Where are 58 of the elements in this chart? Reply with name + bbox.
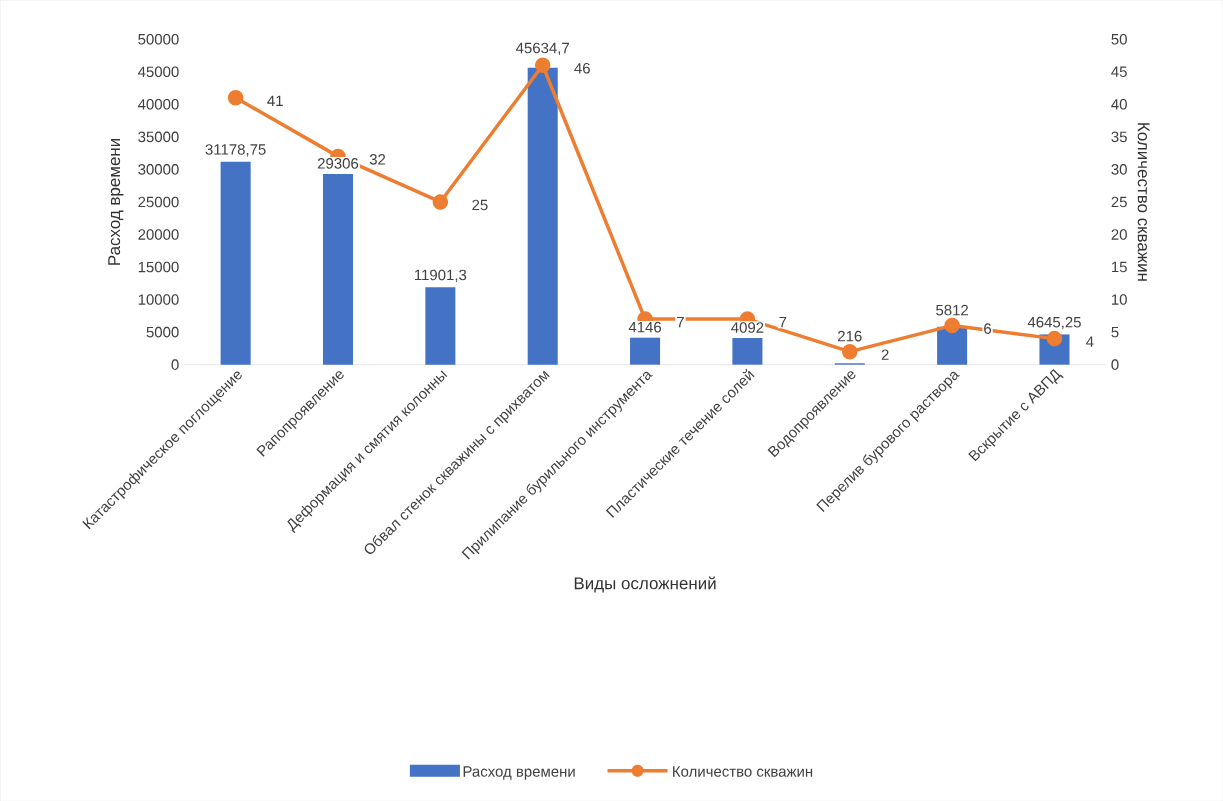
- y-tick-label: 30000: [138, 163, 179, 175]
- bar: [220, 161, 251, 365]
- data-label: 25: [472, 199, 488, 211]
- y-tick-label: 35000: [138, 131, 179, 142]
- y2-tick-label: 0: [1111, 359, 1119, 370]
- y2-tick-label: 25: [1111, 196, 1127, 208]
- y-tick-label: 5000: [146, 326, 179, 338]
- y2-tick-label: 30: [1111, 163, 1127, 175]
- y-tick-label: 20000: [138, 228, 179, 240]
- data-label: 5812: [936, 304, 969, 316]
- y2-tick-label: 15: [1111, 261, 1127, 273]
- y2-tick-label: 40: [1111, 98, 1127, 110]
- y-tick-label: 0: [171, 359, 179, 370]
- y2-tick-label: 35: [1111, 131, 1127, 142]
- y2-tick-label: 45: [1111, 66, 1127, 77]
- y-tick-label: 50000: [138, 33, 179, 45]
- data-label: 4146: [628, 321, 662, 333]
- data-label: 7: [779, 316, 787, 328]
- point: [842, 343, 858, 360]
- y-tick-label: 10000: [138, 294, 179, 305]
- point: [944, 317, 960, 334]
- y-axis-title: Расход времени: [108, 138, 124, 265]
- legend-label: Количество скважин: [673, 766, 813, 777]
- point: [432, 193, 449, 210]
- y2-tick-label: 20: [1111, 228, 1127, 240]
- data-label: 32: [369, 153, 386, 165]
- y-tick-label: 40000: [138, 98, 179, 110]
- y2-tick-label: 5: [1111, 326, 1119, 338]
- y-tick-label: 15000: [138, 261, 179, 273]
- y2-tick-label: 50: [1111, 33, 1127, 45]
- bar: [527, 67, 558, 365]
- data-label: 11901,3: [415, 269, 467, 282]
- y2-axis-title: Количество скважин: [1137, 123, 1150, 281]
- data-label: 4092: [731, 322, 764, 333]
- data-label: 2: [881, 349, 889, 360]
- data-label: 4645,25: [1027, 316, 1081, 329]
- data-label: 31178,75: [205, 143, 266, 157]
- point: [1046, 330, 1063, 347]
- bar: [732, 337, 763, 365]
- bar: [937, 326, 968, 365]
- x-axis-title: Виды осложнений: [574, 576, 716, 593]
- data-label: 4: [1086, 336, 1094, 347]
- bar: [630, 337, 661, 365]
- data-label: 216: [838, 330, 862, 342]
- y-tick-label: 45000: [138, 66, 179, 77]
- legend-label: Расход времени: [463, 766, 575, 780]
- bar: [322, 173, 354, 365]
- data-label: 7: [677, 316, 684, 328]
- y2-tick-label: 10: [1111, 294, 1127, 305]
- y-tick-label: 25000: [138, 196, 179, 208]
- point: [227, 89, 244, 106]
- data-label: 46: [574, 62, 590, 74]
- data-label: 6: [984, 323, 992, 334]
- point: [534, 57, 551, 73]
- data-label: 45634,7: [516, 42, 569, 55]
- data-label: 29306: [317, 157, 359, 169]
- bar: [425, 286, 456, 365]
- data-label: 41: [267, 95, 283, 106]
